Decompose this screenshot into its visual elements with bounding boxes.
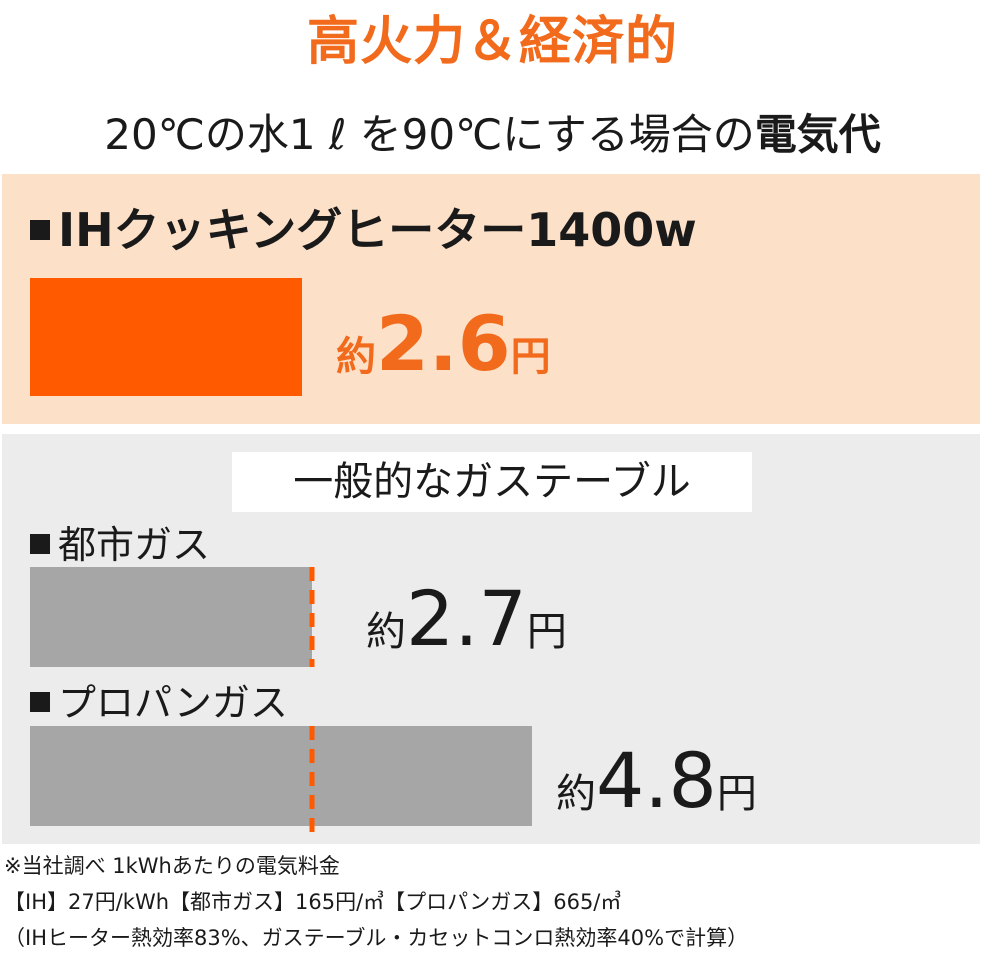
- gas-heading: 一般的なガステーブル: [232, 452, 752, 512]
- subtitle: 20℃の水1 ℓ を90℃にする場合の電気代: [0, 100, 985, 170]
- bar-propane-gas: [30, 726, 532, 826]
- bar-city-gas: [30, 567, 312, 667]
- ih-value-number: 2.6: [376, 299, 511, 388]
- propane-gas-label-text: プロパンガス: [58, 681, 288, 725]
- city-gas-value-number: 2.7: [406, 574, 527, 663]
- ih-value-label: 約2.6円: [336, 294, 551, 415]
- square-bullet-icon: [30, 533, 50, 554]
- ih-heading-label: IHクッキングヒーター1400w: [58, 203, 697, 257]
- propane-gas-value-unit: 円: [716, 771, 757, 817]
- ih-value-prefix: 約: [336, 334, 376, 380]
- subtitle-emphasis: 電気代: [754, 110, 881, 159]
- footnote-line: 【IH】27円/kWh【都市ガス】165円/㎥【プロパンガス】665/㎥: [4, 890, 622, 914]
- city-gas-label-text: 都市ガス: [58, 523, 211, 567]
- propane-gas-value-prefix: 約: [556, 771, 596, 817]
- city-gas-value-label: 約2.7円: [366, 574, 567, 685]
- square-bullet-icon: [30, 219, 50, 240]
- city-gas-value-prefix: 約: [366, 609, 406, 655]
- page-title: 高火力＆経済的: [306, 12, 678, 72]
- propane-gas-value-label: 約4.8円: [556, 736, 757, 847]
- footnote-line: ※当社調べ 1kWhあたりの電気料金: [4, 854, 340, 878]
- subtitle-text: 20℃の水1 ℓ を90℃にする場合の: [104, 110, 755, 159]
- city-gas-value-unit: 円: [526, 609, 567, 655]
- bar-ih: [30, 278, 302, 396]
- ih-value-unit: 円: [510, 334, 551, 380]
- city-gas-label: 都市ガス: [30, 520, 210, 570]
- footnotes: ※当社調べ 1kWhあたりの電気料金 【IH】27円/kWh【都市ガス】165円…: [4, 848, 979, 956]
- footnote-line: （IHヒーター熱効率83%、ガステーブル・カセットコンロ熱効率40%で計算）: [4, 926, 749, 950]
- ih-heading: IHクッキングヒーター1400w: [30, 198, 697, 262]
- square-bullet-icon: [30, 691, 50, 712]
- propane-gas-label: プロパンガス: [30, 678, 288, 728]
- propane-gas-value-number: 4.8: [596, 736, 717, 825]
